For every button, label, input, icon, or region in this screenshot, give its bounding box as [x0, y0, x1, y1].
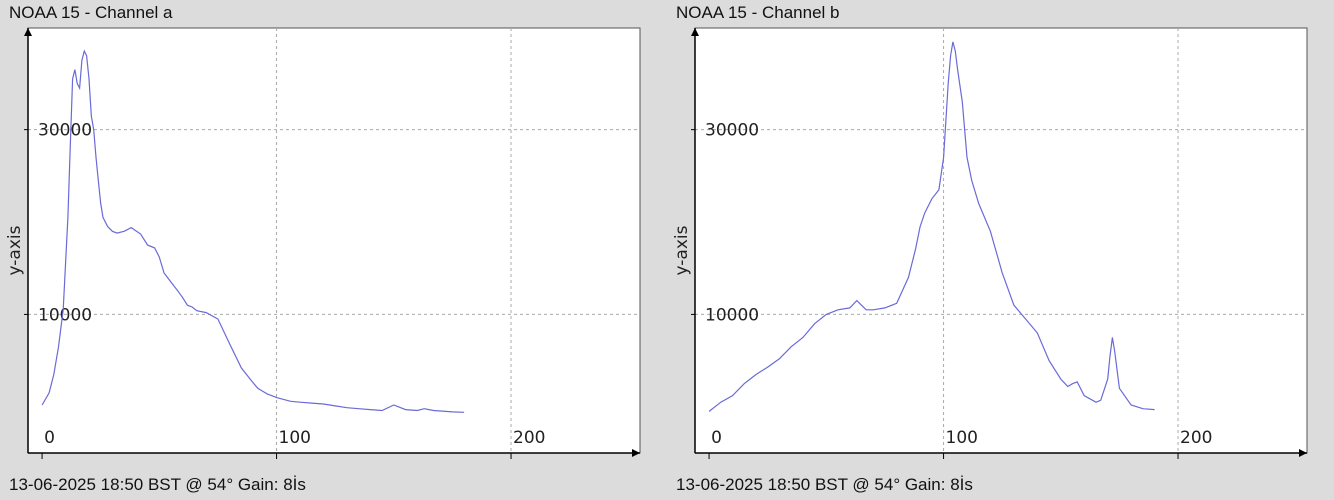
line-chart: 0 100 200 10000 30000 y-axis [5, 27, 641, 459]
capture-info: 13-06-2025 18:50 BST @ 54° Gain: 8İs [676, 475, 973, 494]
chart-panel-b: NOAA 15 - Channel b 0 100 200 10000 30000 y-a… [667, 0, 1334, 500]
chart-title: NOAA 15 - Channel a [9, 3, 173, 22]
plot-area [694, 27, 1308, 454]
series-line [41, 49, 465, 413]
series-line [708, 41, 1155, 412]
y-tick-label: 30000 [38, 121, 92, 141]
y-tick-label: 10000 [38, 305, 92, 325]
y-axis-label: y-axis [672, 225, 692, 275]
x-tick-label: 0 [44, 428, 55, 448]
capture-info: 13-06-2025 18:50 BST @ 54° Gain: 8İs [9, 475, 306, 494]
x-tick-label: 200 [513, 428, 545, 448]
x-tick-label: 0 [711, 428, 722, 448]
line-chart: 0 100 200 10000 30000 y-axis [672, 27, 1308, 459]
y-axis-arrow [691, 28, 699, 36]
x-tick-label: 100 [279, 428, 311, 448]
chart-panel-a: NOAA 15 - Channel a 0 100 200 10000 30000 y-a… [5, 3, 641, 494]
x-tick-label: 100 [946, 428, 978, 448]
y-tick-label: 30000 [705, 121, 759, 141]
chart-title: NOAA 15 - Channel b [676, 3, 840, 22]
y-axis-arrow [24, 28, 32, 36]
y-axis-label: y-axis [5, 225, 25, 275]
y-tick-label: 10000 [705, 305, 759, 325]
plot-area [27, 27, 641, 454]
x-axis-arrow [1299, 449, 1307, 457]
x-axis-arrow [632, 449, 640, 457]
x-tick-label: 200 [1180, 428, 1212, 448]
